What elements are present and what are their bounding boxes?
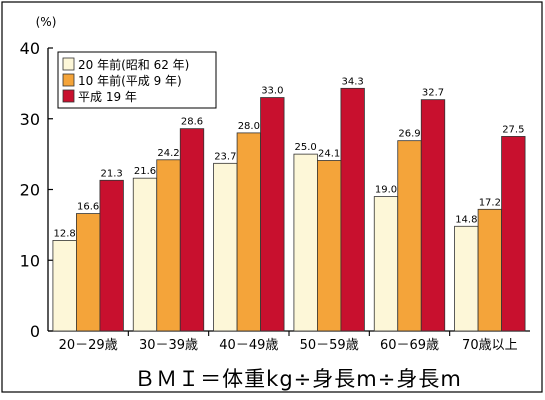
data-label: 24.2 xyxy=(157,148,179,159)
bar xyxy=(373,196,399,332)
bar xyxy=(99,179,124,332)
data-label: 14.8 xyxy=(455,214,477,225)
axes: 0 10 20 30 40 20－29歳 30－39歳 40－49歳 50－59歳 60－69歳 7… xyxy=(20,39,530,353)
y-tick-label: 10 xyxy=(20,251,40,270)
bar xyxy=(477,208,502,332)
bar xyxy=(76,213,101,332)
bar xyxy=(52,240,77,332)
data-label: 32.7 xyxy=(422,88,444,99)
data-label: 34.3 xyxy=(342,76,364,87)
data-label: 21.6 xyxy=(134,166,156,177)
x-tick-label: 60－69歳 xyxy=(380,338,439,353)
y-tick-label: 40 xyxy=(20,39,40,58)
x-tick-label: 50－59歳 xyxy=(300,338,359,353)
x-tick-label: 20－29歳 xyxy=(59,338,118,353)
bar xyxy=(420,99,446,332)
data-label: 28.0 xyxy=(238,121,260,132)
legend-label: 20 年前(昭和 62 年) xyxy=(78,57,189,72)
data-label: 23.7 xyxy=(214,151,236,162)
bar xyxy=(293,153,318,332)
legend-swatch xyxy=(62,57,75,71)
y-axis-unit: (%) xyxy=(36,15,57,29)
data-label: 27.5 xyxy=(502,124,524,135)
bar xyxy=(317,160,342,332)
data-label: 12.8 xyxy=(54,228,76,239)
bar xyxy=(501,136,526,332)
legend-label: 10 年前(平成 9 年) xyxy=(78,73,182,88)
bar xyxy=(397,140,422,332)
y-tick-label: 20 xyxy=(20,181,40,200)
y-tick-label: 30 xyxy=(20,110,40,129)
x-tick-label: 40－49歳 xyxy=(219,338,278,353)
bar xyxy=(179,128,205,332)
legend: 20 年前(昭和 62 年)10 年前(平成 9 年) 平成 19 年 xyxy=(57,51,217,109)
data-label: 33.0 xyxy=(261,86,283,97)
bar xyxy=(260,97,285,332)
legend-box xyxy=(57,51,217,109)
bar xyxy=(156,159,181,332)
data-label: 17.2 xyxy=(479,197,501,208)
bar xyxy=(454,225,479,332)
bar xyxy=(340,87,365,332)
data-label: 21.3 xyxy=(101,168,123,179)
x-tick-label: 70歳以上 xyxy=(462,338,518,353)
bars xyxy=(52,87,526,332)
y-tick-label: 0 xyxy=(30,322,40,341)
bar xyxy=(213,162,238,332)
bar xyxy=(132,177,158,332)
bmi-formula: ＢＭＩ＝体重kg÷身長m÷身長m xyxy=(134,367,462,391)
x-tick-label: 30－39歳 xyxy=(139,338,198,353)
data-label: 19.0 xyxy=(375,185,397,196)
data-label: 24.1 xyxy=(318,148,340,159)
bar xyxy=(236,132,261,332)
data-label: 28.6 xyxy=(181,117,203,128)
value-labels: 12.8 16.6 21.3 21.624.2 28.6 23.7 28.0 33.0 25.0… xyxy=(54,76,525,239)
data-label: 25.0 xyxy=(295,142,317,153)
data-label: 16.6 xyxy=(77,202,99,213)
data-label: 26.9 xyxy=(398,129,420,140)
legend-swatch xyxy=(62,73,75,87)
legend-swatch xyxy=(62,89,75,103)
legend-label: 平成 19 年 xyxy=(78,90,137,104)
